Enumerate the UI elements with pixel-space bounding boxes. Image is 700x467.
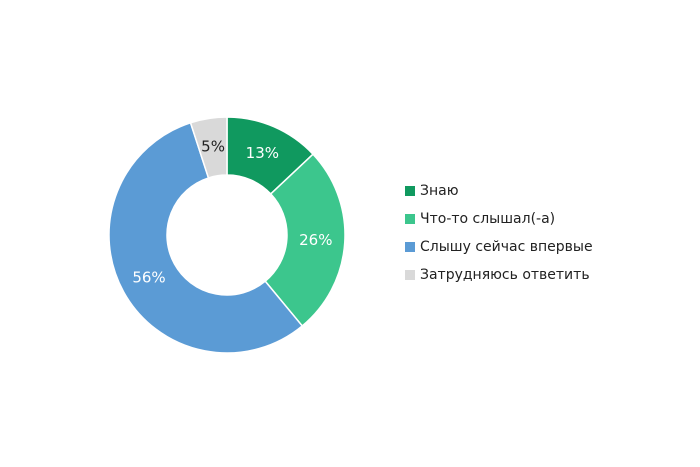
legend-swatch [405,242,415,252]
legend-label: Что-то слышал(-а) [420,211,555,227]
data-label: 13% [246,144,279,162]
slice [264,153,346,327]
legend-label: Затрудняюсь ответить [420,267,590,283]
data-label: 5% [201,138,225,156]
slice [108,121,304,354]
legend-swatch [405,270,415,280]
legend-label: Знаю [420,183,459,199]
legend-swatch [405,186,415,196]
legend-label: Слышу сейчас впервые [420,239,593,255]
legend-swatch [405,214,415,224]
slice [189,116,228,179]
data-label: 26% [299,231,332,249]
data-label: 56% [132,268,165,286]
